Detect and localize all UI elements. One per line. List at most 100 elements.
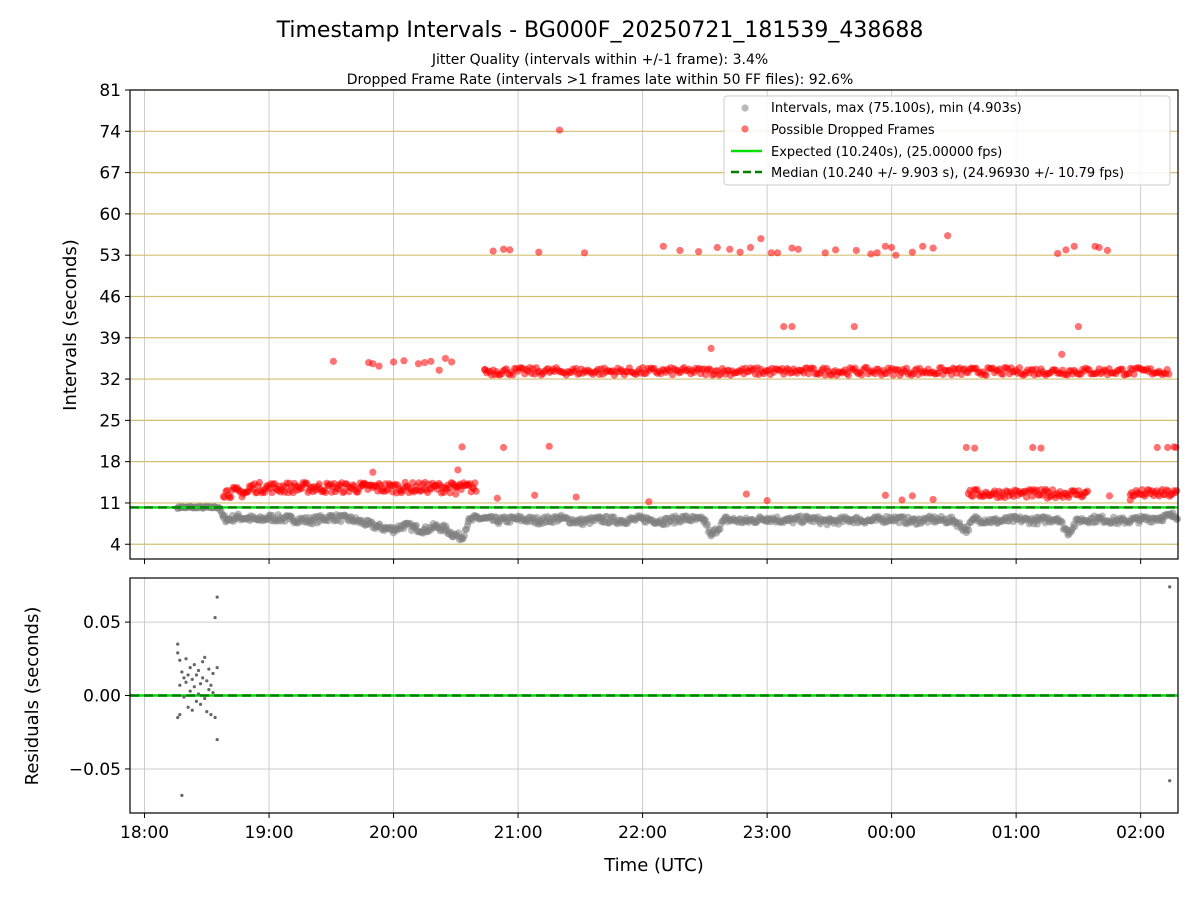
residual-point: [207, 688, 211, 692]
dropped-frame-point: [763, 496, 771, 505]
interval-point: [805, 515, 813, 523]
residual-point: [1168, 779, 1172, 783]
x-tick-label: 20:00: [369, 823, 418, 843]
intervals-y-tick-label: 67: [99, 164, 121, 184]
dropped-frame-point: [1164, 443, 1172, 452]
dropped-frame-point: [255, 478, 264, 487]
residual-point: [201, 660, 205, 664]
residual-point: [190, 677, 194, 681]
dropped-frame-point: [852, 246, 860, 255]
intervals-y-tick-label: 53: [99, 246, 121, 266]
interval-point: [327, 513, 335, 521]
interval-point: [991, 517, 999, 525]
dropped-frame-point: [695, 248, 703, 256]
dropped-frame-point: [545, 442, 553, 450]
chart-subtitle-dropped: Dropped Frame Rate (intervals >1 frames …: [347, 72, 854, 88]
dropped-frame-point: [448, 358, 456, 366]
dropped-frame-point: [929, 244, 937, 252]
residual-point: [188, 689, 192, 693]
dropped-frame-point: [844, 371, 853, 379]
intervals-y-tick-label: 32: [99, 370, 121, 390]
interval-point: [721, 515, 730, 524]
intervals-y-axis-label: Intervals (seconds): [60, 239, 81, 411]
dropped-frame-point: [645, 498, 653, 506]
interval-point: [381, 524, 389, 532]
dropped-frame-point: [435, 366, 443, 374]
dropped-frame-point: [881, 242, 889, 250]
intervals-plot-frame: [129, 89, 1179, 560]
dropped-frame-point: [227, 493, 235, 501]
dropped-frame-point: [1095, 243, 1103, 252]
interval-point: [888, 514, 896, 522]
interval-point: [597, 515, 605, 524]
residual-point: [194, 673, 199, 677]
residual-point: [192, 663, 196, 667]
residual-point: [207, 667, 211, 671]
dropped-frame-point: [400, 357, 408, 365]
x-tick-label: 21:00: [494, 823, 543, 843]
interval-point: [373, 522, 381, 531]
dropped-frame-point: [1103, 246, 1112, 255]
dropped-frame-point: [454, 466, 462, 474]
dropped-frame-point: [898, 496, 906, 504]
dropped-frame-point: [888, 243, 896, 252]
intervals-y-tick-label: 18: [99, 453, 121, 473]
dropped-frame-point: [1083, 487, 1092, 495]
dropped-frame-point: [458, 443, 466, 451]
interval-point: [763, 514, 771, 522]
residual-point: [184, 680, 188, 684]
residual-point: [176, 715, 180, 720]
residual-point: [180, 793, 184, 797]
x-tick-label: 23:00: [743, 823, 792, 843]
intervals-y-tick-label: 60: [99, 205, 121, 225]
legend-median-label: Median (10.240 +/- 9.903 s), (24.96930 +…: [771, 166, 1124, 181]
dropped-frame-point: [1074, 322, 1082, 331]
dropped-frame-point: [929, 495, 937, 504]
x-axis-label: Time (UTC): [603, 855, 704, 876]
dropped-frame-point: [1153, 443, 1161, 452]
chart-subtitle-jitter: Jitter Quality (intervals within +/-1 fr…: [431, 52, 768, 68]
interval-point: [1116, 517, 1124, 525]
dropped-frame-point: [919, 242, 927, 250]
dropped-frame-point: [580, 249, 589, 257]
dropped-frame-point: [1029, 443, 1037, 452]
intervals-x-tick-marks: [144, 559, 1142, 564]
dropped-frame-point: [788, 244, 796, 252]
interval-point: [493, 517, 501, 525]
dropped-frame-point: [676, 246, 684, 255]
legend-dropped-label: Possible Dropped Frames: [771, 123, 935, 138]
interval-point: [638, 515, 647, 523]
dropped-frame-point: [969, 492, 977, 500]
residual-point: [176, 651, 180, 655]
dropped-frame-point: [659, 242, 667, 250]
interval-point: [742, 517, 750, 525]
residual-point: [215, 665, 219, 670]
dropped-frame-point: [736, 248, 744, 256]
dropped-frame-point: [1015, 364, 1024, 372]
residual-point: [190, 708, 194, 712]
interval-point: [306, 517, 315, 525]
interval-point: [410, 524, 418, 532]
dropped-frame-point: [746, 243, 755, 252]
dropped-frame-point: [506, 246, 514, 254]
residual-point: [205, 710, 209, 714]
interval-point: [223, 515, 232, 524]
residuals-y-tick-label: 0.00: [83, 687, 121, 707]
dropped-frame-point: [321, 488, 330, 497]
dropped-frame-point: [713, 243, 721, 252]
dropped-frame-point: [1173, 487, 1181, 495]
dropped-frame-point: [509, 371, 517, 379]
interval-point: [234, 513, 242, 521]
interval-point: [701, 517, 709, 525]
residual-point: [209, 683, 213, 687]
intervals-points: [174, 126, 1182, 544]
x-tick-label: 00:00: [867, 823, 916, 843]
interval-point: [825, 518, 833, 526]
intervals-y-ticks: 4 11 18 25 32 39 46 53 60 67 74 81: [99, 81, 130, 555]
residual-point: [1168, 585, 1172, 589]
dropped-frame-point: [414, 360, 423, 368]
residual-point: [176, 642, 180, 646]
legend-expected-label: Expected (10.240s), (25.00000 fps): [771, 145, 1002, 160]
dropped-frame-point: [1105, 492, 1114, 500]
dropped-frame-point: [499, 443, 508, 452]
